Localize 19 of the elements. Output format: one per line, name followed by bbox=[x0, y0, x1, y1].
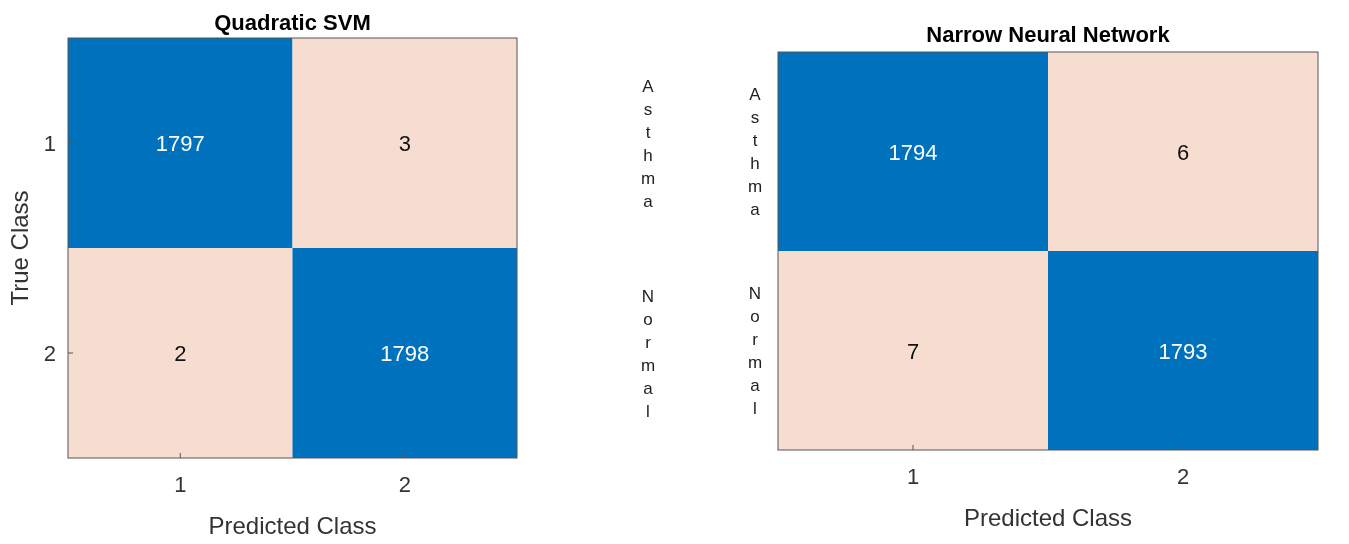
y-axis-title: True Class bbox=[6, 190, 33, 306]
x-tick-label: 2 bbox=[398, 472, 411, 497]
data-label: 6 bbox=[1176, 139, 1190, 165]
chart-title: Narrow Neural Network bbox=[926, 22, 1171, 47]
data-label: 1794 bbox=[888, 139, 938, 165]
x-tick-label: 1 bbox=[906, 464, 920, 489]
data-label: 7 bbox=[906, 338, 920, 364]
y2-tick-label: Normal bbox=[640, 286, 656, 421]
y2-tick-label: Asthma bbox=[640, 76, 656, 211]
data-label: 1793 bbox=[1158, 338, 1208, 364]
x-axis-title: Predicted Class bbox=[963, 504, 1133, 531]
chart-title: Quadratic SVM bbox=[214, 10, 371, 35]
data-label: 2 bbox=[174, 341, 187, 366]
x-tick-label: 2 bbox=[1176, 464, 1190, 489]
x-tick-label: 1 bbox=[174, 472, 187, 497]
x-axis-title: Predicted Class bbox=[208, 512, 377, 539]
data-label: 3 bbox=[398, 131, 411, 156]
data-label: 1798 bbox=[380, 341, 430, 366]
data-label: 1797 bbox=[155, 131, 205, 156]
